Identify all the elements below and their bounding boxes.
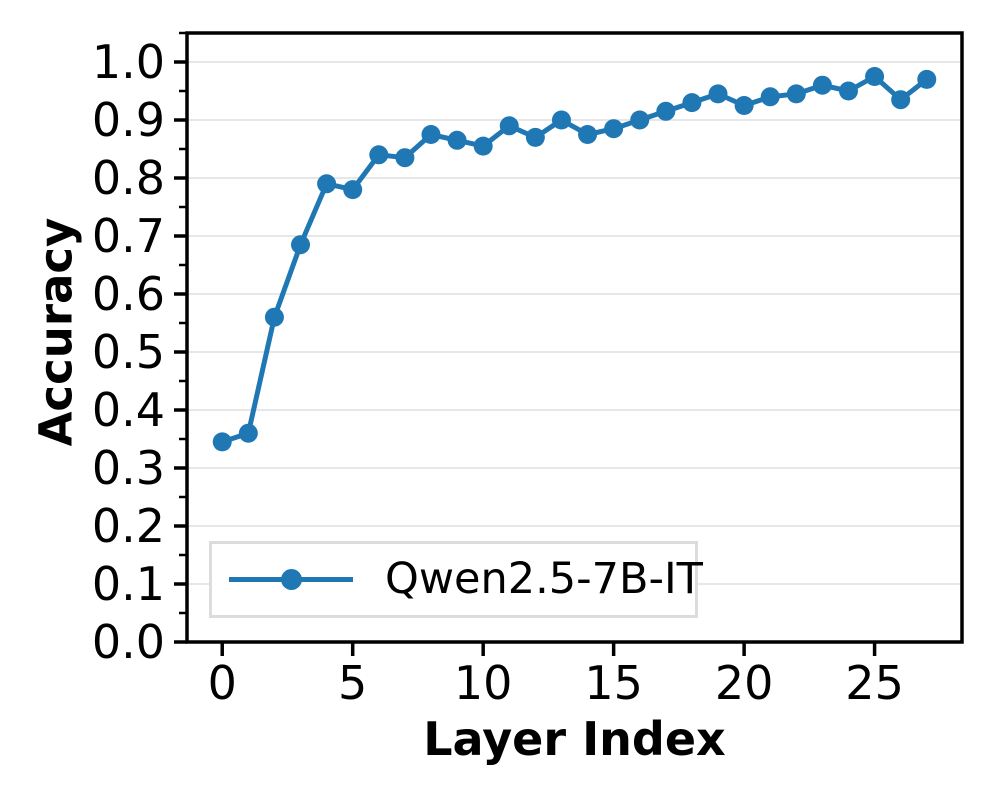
y-tick-label: 0.2 — [92, 499, 165, 553]
legend-line-sample — [229, 569, 353, 591]
data-point-marker — [604, 119, 624, 139]
x-tick-label: 0 — [208, 656, 237, 710]
data-point-marker — [395, 148, 415, 168]
y-tick-label: 0.3 — [92, 441, 165, 495]
data-point-marker — [291, 235, 311, 255]
x-tick-label: 20 — [715, 656, 774, 710]
y-tick-label: 0.5 — [92, 325, 165, 379]
x-tick-label: 25 — [845, 656, 904, 710]
data-point-marker — [812, 75, 832, 95]
data-point-marker — [499, 116, 519, 136]
y-tick-label: 0.6 — [92, 267, 165, 321]
data-point-marker — [238, 423, 258, 443]
data-point-marker — [656, 101, 676, 121]
y-tick-label: 1.0 — [92, 35, 165, 89]
series-line — [219, 74, 930, 445]
y-tick-label: 0.7 — [92, 209, 165, 263]
legend-series-label: Qwen2.5-7B-IT — [385, 554, 703, 604]
data-point-marker — [473, 136, 493, 156]
y-tick-label: 0.9 — [92, 93, 165, 147]
data-point-marker — [447, 130, 467, 150]
data-point-marker — [578, 125, 598, 144]
legend-marker-icon — [280, 569, 302, 590]
y-tick-label: 0.8 — [92, 151, 165, 205]
data-point-marker — [891, 90, 911, 110]
data-point-marker — [760, 87, 780, 107]
data-point-marker — [317, 174, 337, 194]
data-point-marker — [786, 84, 806, 104]
data-point-marker — [838, 81, 858, 101]
data-point-marker — [708, 84, 728, 104]
y-axis-title: Accuracy — [29, 217, 83, 447]
data-point-marker — [264, 307, 284, 327]
data-point-marker — [421, 125, 441, 144]
plot-spine — [185, 31, 964, 644]
data-point-marker — [369, 145, 389, 165]
y-tick-label: 0.1 — [92, 557, 165, 611]
data-point-marker — [212, 432, 232, 452]
data-point-marker — [525, 127, 545, 147]
data-point-marker — [865, 67, 885, 86]
y-tick-label: 0.4 — [92, 383, 165, 437]
data-point-marker — [551, 110, 571, 130]
data-point-marker — [917, 69, 937, 89]
x-axis-title: Layer Index — [423, 712, 726, 766]
x-tick-label: 15 — [584, 656, 643, 710]
y-tick-label: 0.0 — [92, 615, 165, 669]
legend: Qwen2.5-7B-IT — [209, 541, 703, 618]
data-point-marker — [630, 110, 650, 130]
x-tick-label: 5 — [338, 656, 367, 710]
data-point-marker — [734, 96, 754, 115]
x-tick-label: 10 — [454, 656, 513, 710]
data-point-marker — [682, 93, 702, 113]
data-point-marker — [343, 180, 363, 200]
